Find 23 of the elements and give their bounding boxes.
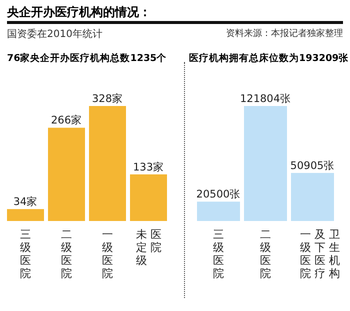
text: 央企开办医疗机构的情况： (7, 4, 151, 21)
x-tick-label: 三级医院 (20, 228, 32, 280)
category-label: 一级医院及下医疗卫生机构 (300, 228, 340, 280)
data-label: 20500张 (196, 188, 241, 201)
data-label: 133家 (132, 160, 164, 174)
x-tick-label: 一级医院 (102, 228, 114, 280)
chart-title: 76家央企开办医疗机构总数1235个 (7, 52, 167, 65)
x-tick-label: 三级医院 (212, 228, 224, 280)
data-label: 266家 (50, 114, 82, 127)
x-tick-label: 二级医院 (260, 228, 272, 280)
category-label: 未定级医院 (136, 228, 162, 267)
bar (89, 106, 126, 221)
data-label: 121804张 (240, 92, 292, 105)
bar (48, 128, 85, 221)
bar (7, 209, 44, 221)
data-label: 34家 (13, 195, 38, 208)
chart-title: 医疗机构拥有总床位数为193209张 (189, 52, 349, 65)
text: 资料来源：本报记者独家整理 (226, 28, 343, 40)
x-tick-label: 二级医院 (60, 228, 72, 280)
bar (130, 174, 167, 221)
text: 国资委在2010年统计 (7, 28, 102, 41)
data-label: 50905张 (290, 158, 335, 172)
data-label: 328家 (92, 92, 124, 105)
